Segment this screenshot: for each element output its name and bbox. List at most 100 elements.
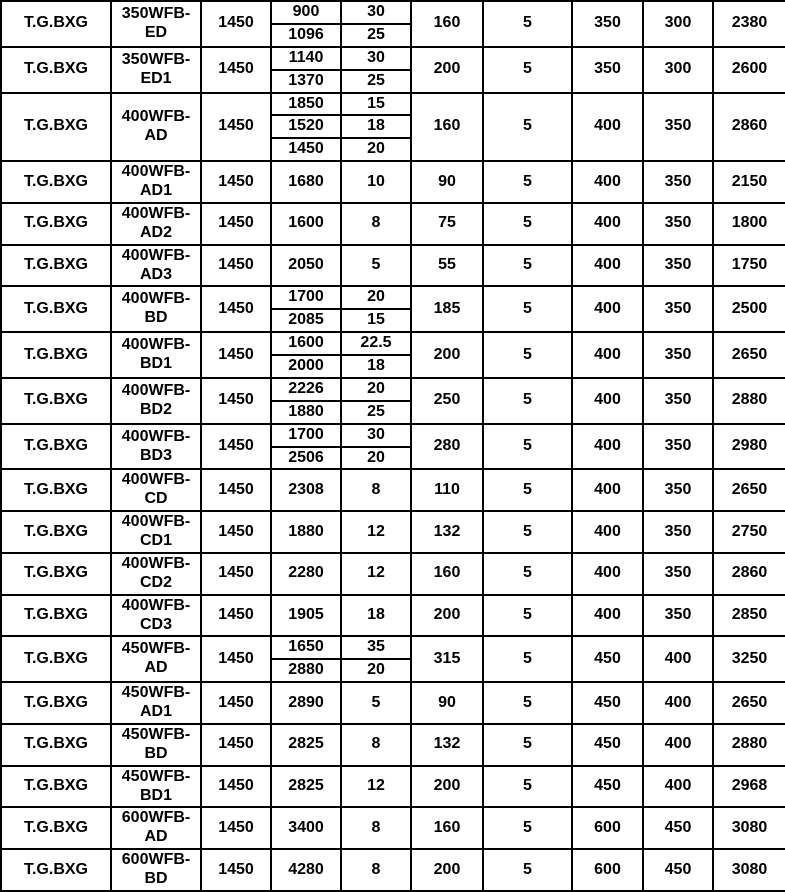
model-cell: 450WFB-AD1 [110, 681, 202, 725]
power-cell: 200 [410, 331, 484, 379]
table-row: T.G.BXG 450WFB-BD 1450 2825 8 132 5 450 400 2880 [0, 722, 785, 767]
flow-cell: 2050 [270, 243, 342, 288]
inlet-cell: 400 [571, 593, 644, 638]
model-cell: 600WFB-BD [110, 848, 202, 892]
power-cell: 132 [410, 722, 484, 767]
power-cell: 160 [410, 0, 484, 48]
outlet-cell: 400 [642, 764, 714, 809]
weight-cell: 2600 [712, 45, 785, 94]
stages-cell: 5 [482, 243, 573, 288]
table-subrow: 1370 25 [1, 68, 785, 94]
table-subrow: 2000 18 [1, 354, 785, 379]
weight-cell: 2980 [712, 422, 785, 471]
stages-cell: 5 [482, 160, 573, 204]
flow-cell: 2308 [270, 468, 342, 513]
model-cell: 400WFB-AD [110, 91, 202, 163]
model-cell: 400WFB-AD3 [110, 243, 202, 288]
weight-cell: 1750 [712, 243, 785, 288]
speed-cell: 1450 [200, 848, 272, 892]
model-cell: 450WFB-BD1 [110, 764, 202, 809]
stages-cell: 5 [482, 285, 573, 334]
weight-cell: 2880 [712, 376, 785, 425]
inlet-cell: 400 [571, 160, 644, 204]
flow-cell: 1520 [270, 114, 342, 140]
table-row: T.G.BXG 400WFB-AD 1450 1850 15 160 5 400 350 2860 [0, 91, 785, 163]
power-cell: 90 [410, 681, 484, 725]
inlet-cell: 400 [571, 243, 644, 288]
head-cell: 8 [340, 848, 412, 892]
speed-cell: 1450 [200, 243, 272, 288]
stages-cell: 5 [482, 593, 573, 638]
flow-cell: 1650 [270, 635, 342, 661]
inlet-cell: 400 [571, 91, 644, 163]
brand-cell: T.G.BXG [0, 201, 112, 246]
table-row: T.G.BXG 400WFB-BD2 1450 2226 20 250 5 400 350 288… [0, 376, 785, 425]
model-cell: 450WFB-BD [110, 722, 202, 767]
table-row: T.G.BXG 400WFB-BD1 1450 1600 22.5 200 5 400 350 2… [0, 331, 785, 379]
outlet-cell: 400 [642, 722, 714, 767]
flow-cell: 1600 [270, 201, 342, 246]
table-subrow: 1450 20 [1, 137, 785, 163]
inlet-cell: 400 [571, 468, 644, 513]
flow-cell: 1680 [270, 160, 342, 204]
brand-cell: T.G.BXG [0, 0, 112, 48]
flow-cell: 2825 [270, 764, 342, 809]
table-subrow: 1520 18 [1, 114, 785, 140]
speed-cell: 1450 [200, 635, 272, 684]
outlet-cell: 300 [642, 0, 714, 48]
outlet-cell: 350 [642, 285, 714, 334]
power-cell: 200 [410, 593, 484, 638]
weight-cell: 2880 [712, 722, 785, 767]
inlet-cell: 400 [571, 422, 644, 471]
speed-cell: 1450 [200, 45, 272, 94]
table-row: T.G.BXG 400WFB-CD 1450 2308 8 110 5 400 350 2650 [0, 468, 785, 513]
outlet-cell: 450 [642, 848, 714, 892]
flow-cell: 1096 [270, 22, 342, 48]
model-cell: 400WFB-CD3 [110, 593, 202, 638]
stages-cell: 5 [482, 681, 573, 725]
flow-cell: 1370 [270, 68, 342, 94]
stages-cell: 5 [482, 848, 573, 892]
speed-cell: 1450 [200, 722, 272, 767]
brand-cell: T.G.BXG [0, 91, 112, 163]
flow-cell: 1850 [270, 91, 342, 117]
head-cell: 20 [340, 285, 412, 311]
inlet-cell: 400 [571, 285, 644, 334]
weight-cell: 2150 [712, 160, 785, 204]
head-cell: 20 [340, 137, 412, 163]
head-cell: 8 [340, 806, 412, 851]
head-cell: 5 [340, 243, 412, 288]
head-cell: 18 [340, 354, 412, 379]
stages-cell: 5 [482, 331, 573, 379]
weight-cell: 2650 [712, 681, 785, 725]
stages-cell: 5 [482, 635, 573, 684]
brand-cell: T.G.BXG [0, 45, 112, 94]
model-cell: 400WFB-CD [110, 468, 202, 513]
flow-cell: 2226 [270, 376, 342, 402]
inlet-cell: 400 [571, 510, 644, 554]
model-cell: 400WFB-BD [110, 285, 202, 334]
model-cell: 600WFB-AD [110, 806, 202, 851]
speed-cell: 1450 [200, 422, 272, 471]
power-cell: 200 [410, 45, 484, 94]
weight-cell: 2650 [712, 331, 785, 379]
speed-cell: 1450 [200, 160, 272, 204]
flow-cell: 2506 [270, 445, 342, 471]
table-row: T.G.BXG 350WFB-ED 1450 900 30 160 5 350 300 2380 [0, 0, 785, 48]
stages-cell: 5 [482, 45, 573, 94]
stages-cell: 5 [482, 806, 573, 851]
inlet-cell: 450 [571, 635, 644, 684]
outlet-cell: 350 [642, 422, 714, 471]
inlet-cell: 600 [571, 848, 644, 892]
speed-cell: 1450 [200, 285, 272, 334]
table-row: T.G.BXG 400WFB-AD1 1450 1680 10 90 5 400 350 2150 [0, 160, 785, 204]
brand-cell: T.G.BXG [0, 243, 112, 288]
power-cell: 185 [410, 285, 484, 334]
model-cell: 400WFB-BD2 [110, 376, 202, 425]
power-cell: 110 [410, 468, 484, 513]
stages-cell: 5 [482, 201, 573, 246]
head-cell: 30 [340, 0, 412, 25]
table-row: T.G.BXG 350WFB-ED1 1450 1140 30 200 5 350 300 260… [0, 45, 785, 94]
